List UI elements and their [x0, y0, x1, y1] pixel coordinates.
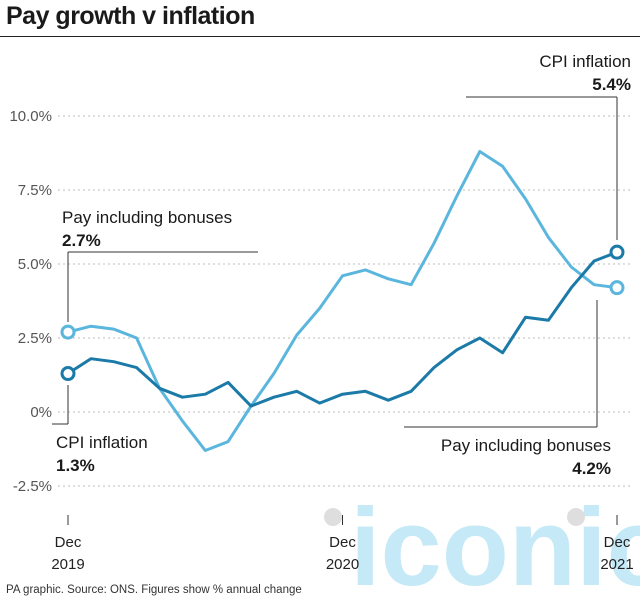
pay-start-label: Pay including bonuses [62, 208, 232, 227]
series-point-pay-end [609, 280, 625, 296]
cpi-start-value: 1.3% [56, 456, 95, 475]
annotation-cpi-start: CPI inflation 1.3% [52, 385, 148, 475]
watermark-text: iconic [350, 486, 640, 605]
title-divider [0, 36, 640, 37]
cpi-end-value: 5.4% [592, 75, 631, 94]
x-axis-ticks: Dec 2019 Dec 2020 Dec 2021 [51, 515, 634, 573]
pay-start-value: 2.7% [62, 231, 101, 250]
x-tick-label: 2020 [326, 556, 359, 573]
pay-end-label: Pay including bonuses [441, 436, 611, 455]
y-tick-label: -2.5% [13, 478, 52, 495]
series-point-cpi-start [60, 366, 76, 382]
y-axis-ticks: -2.5% 0% 2.5% 5.0% 7.5% 10.0% [9, 108, 52, 495]
x-tick-label: Dec [604, 534, 631, 551]
y-tick-label: 2.5% [18, 330, 52, 347]
cpi-end-label: CPI inflation [539, 52, 631, 71]
y-tick-label: 5.0% [18, 256, 52, 273]
annotation-pay-end: Pay including bonuses 4.2% [404, 300, 611, 478]
watermark-dot-icon [567, 508, 585, 526]
y-tick-label: 0% [30, 404, 52, 421]
y-tick-label: 7.5% [18, 182, 52, 199]
x-tick-label: 2021 [600, 556, 633, 573]
watermark-dot-icon [324, 508, 342, 526]
series-line-pay [66, 150, 619, 452]
x-tick-label: Dec [55, 534, 82, 551]
chart-title: Pay growth v inflation [6, 2, 255, 30]
pay-end-value: 4.2% [572, 459, 611, 478]
series-point-cpi-end [609, 244, 625, 260]
series-line-cpi [66, 250, 619, 408]
x-tick-label: Dec [329, 534, 356, 551]
x-tick-label: 2019 [51, 556, 84, 573]
gridlines [58, 115, 631, 487]
series-lines [60, 150, 625, 452]
cpi-start-label: CPI inflation [56, 433, 148, 452]
annotation-pay-start: Pay including bonuses 2.7% [62, 208, 258, 322]
y-tick-label: 10.0% [9, 108, 52, 125]
watermark: iconic [324, 486, 640, 605]
series-point-pay-start [60, 324, 76, 340]
annotation-cpi-end: CPI inflation 5.4% [466, 52, 631, 240]
footer-source-note: PA graphic. Source: ONS. Figures show % … [6, 584, 302, 596]
